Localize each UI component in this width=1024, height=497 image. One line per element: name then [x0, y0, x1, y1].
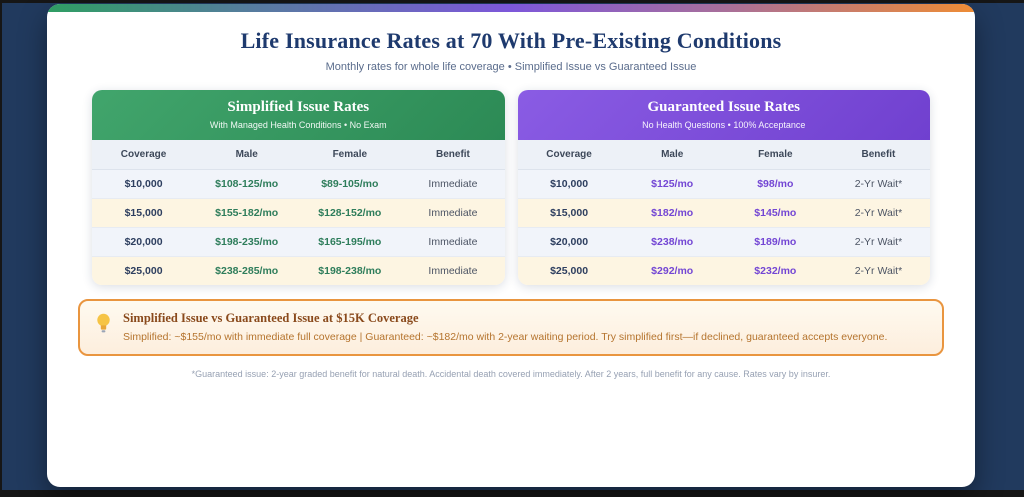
- benefit-cell: 2-Yr Wait*: [854, 265, 903, 277]
- coverage-cell: $25,000: [550, 265, 589, 277]
- male-rate-cell: $155-182/mo: [215, 207, 279, 219]
- callout-title: Simplified Issue vs Guaranteed Issue at …: [123, 311, 419, 325]
- simplified-table-subtitle: With Managed Health Conditions • No Exam: [209, 120, 387, 130]
- simplified-table-header: Simplified Issue Rates With Managed Heal…: [92, 90, 505, 140]
- page-title: Life Insurance Rates at 70 With Pre-Exis…: [240, 28, 782, 53]
- callout-text-block: Simplified Issue vs Guaranteed Issue at …: [123, 311, 887, 343]
- coverage-cell: $25,000: [124, 265, 163, 277]
- female-rate-cell: $145/mo: [754, 207, 797, 219]
- female-rate-cell: $89-105/mo: [321, 178, 379, 190]
- female-rate-cell: $98/mo: [757, 178, 794, 190]
- table-row: $20,000 $238/mo $189/mo 2-Yr Wait*: [517, 228, 930, 257]
- table-row: $10,000 $125/mo $98/mo 2-Yr Wait*: [517, 170, 930, 199]
- footnote: *Guaranteed issue: 2-year graded benefit…: [191, 369, 831, 379]
- coverage-cell: $15,000: [124, 207, 163, 219]
- female-rate-cell: $128-152/mo: [318, 207, 382, 219]
- benefit-cell: 2-Yr Wait*: [854, 207, 903, 219]
- guaranteed-table-header: Guaranteed Issue Rates No Health Questio…: [517, 90, 930, 140]
- table-row: $15,000 $182/mo $145/mo 2-Yr Wait*: [517, 199, 930, 228]
- benefit-cell: Immediate: [428, 178, 478, 190]
- table-row: $15,000 $155-182/mo $128-152/mo Immediat…: [92, 199, 505, 228]
- coverage-cell: $20,000: [550, 236, 589, 248]
- column-header-benefit: Benefit: [435, 149, 470, 160]
- benefit-cell: 2-Yr Wait*: [854, 236, 903, 248]
- content-card: Life Insurance Rates at 70 With Pre-Exis…: [47, 4, 975, 487]
- male-rate-cell: $238/mo: [651, 236, 694, 248]
- table-row: $25,000 $292/mo $232/mo 2-Yr Wait*: [517, 257, 930, 285]
- column-header-female: Female: [332, 149, 368, 160]
- benefit-cell: Immediate: [428, 207, 478, 219]
- page-background: Life Insurance Rates at 70 With Pre-Exis…: [2, 3, 1024, 490]
- female-rate-cell: $189/mo: [754, 236, 797, 248]
- benefit-cell: Immediate: [428, 236, 478, 248]
- male-rate-cell: $182/mo: [651, 207, 694, 219]
- column-header-coverage: Coverage: [546, 149, 592, 160]
- rate-tables-container: Simplified Issue Rates With Managed Heal…: [47, 90, 975, 285]
- guaranteed-column-header-row: Coverage Male Female Benefit: [517, 140, 930, 170]
- male-rate-cell: $292/mo: [651, 265, 694, 277]
- male-rate-cell: $108-125/mo: [215, 178, 279, 190]
- simplified-table-title: Simplified Issue Rates: [227, 99, 370, 115]
- top-accent-gradient-bar: [47, 4, 975, 12]
- callout-body: Simplified: ~$155/mo with immediate full…: [123, 331, 888, 343]
- simplified-issue-table: Simplified Issue Rates With Managed Heal…: [92, 90, 505, 285]
- benefit-cell: Immediate: [428, 265, 478, 277]
- insight-callout: Simplified Issue vs Guaranteed Issue at …: [78, 299, 944, 356]
- page-subtitle: Monthly rates for whole life coverage • …: [325, 61, 697, 73]
- column-header-male: Male: [235, 149, 258, 160]
- benefit-cell: 2-Yr Wait*: [854, 178, 903, 190]
- column-header-male: Male: [661, 149, 684, 160]
- table-row: $20,000 $198-235/mo $165-195/mo Immediat…: [92, 228, 505, 257]
- guaranteed-table-title: Guaranteed Issue Rates: [647, 99, 801, 115]
- male-rate-cell: $238-285/mo: [215, 265, 279, 277]
- simplified-column-header-row: Coverage Male Female Benefit: [92, 140, 505, 170]
- column-header-coverage: Coverage: [120, 149, 167, 160]
- lightbulb-icon: [96, 313, 111, 339]
- male-rate-cell: $198-235/mo: [215, 236, 279, 248]
- coverage-cell: $20,000: [124, 236, 163, 248]
- coverage-cell: $10,000: [550, 178, 589, 190]
- coverage-cell: $10,000: [124, 178, 163, 190]
- male-rate-cell: $125/mo: [651, 178, 694, 190]
- female-rate-cell: $198-238/mo: [318, 265, 382, 277]
- column-header-female: Female: [758, 149, 793, 160]
- guaranteed-issue-table: Guaranteed Issue Rates No Health Questio…: [517, 90, 930, 285]
- female-rate-cell: $232/mo: [754, 265, 797, 277]
- table-row: $10,000 $108-125/mo $89-105/mo Immediate: [92, 170, 505, 199]
- table-row: $25,000 $238-285/mo $198-238/mo Immediat…: [92, 257, 505, 285]
- female-rate-cell: $165-195/mo: [318, 236, 382, 248]
- guaranteed-table-subtitle: No Health Questions • 100% Acceptance: [642, 120, 806, 130]
- coverage-cell: $15,000: [550, 207, 589, 219]
- column-header-benefit: Benefit: [861, 149, 896, 160]
